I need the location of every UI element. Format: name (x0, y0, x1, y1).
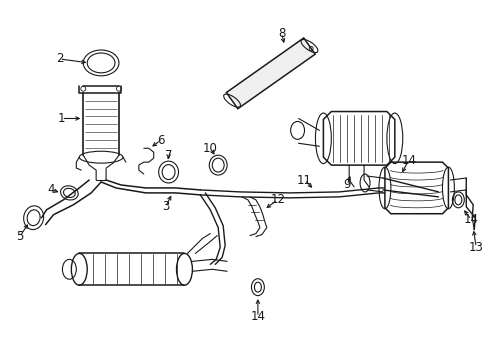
Text: 4: 4 (48, 184, 55, 197)
Text: 10: 10 (203, 142, 217, 155)
Polygon shape (226, 38, 315, 109)
Text: 5: 5 (16, 230, 23, 243)
Text: 14: 14 (463, 213, 478, 226)
Text: 1: 1 (58, 112, 65, 125)
Text: 14: 14 (400, 154, 415, 167)
Text: 7: 7 (164, 149, 172, 162)
Polygon shape (384, 162, 447, 214)
Text: 9: 9 (343, 179, 350, 192)
Text: 3: 3 (162, 200, 169, 213)
Polygon shape (323, 112, 394, 165)
Text: 11: 11 (296, 174, 311, 186)
Text: 6: 6 (157, 134, 164, 147)
Text: 13: 13 (468, 241, 483, 254)
Text: 14: 14 (250, 310, 265, 323)
Text: 12: 12 (270, 193, 285, 206)
Text: 8: 8 (278, 27, 285, 40)
Text: 2: 2 (56, 53, 63, 66)
